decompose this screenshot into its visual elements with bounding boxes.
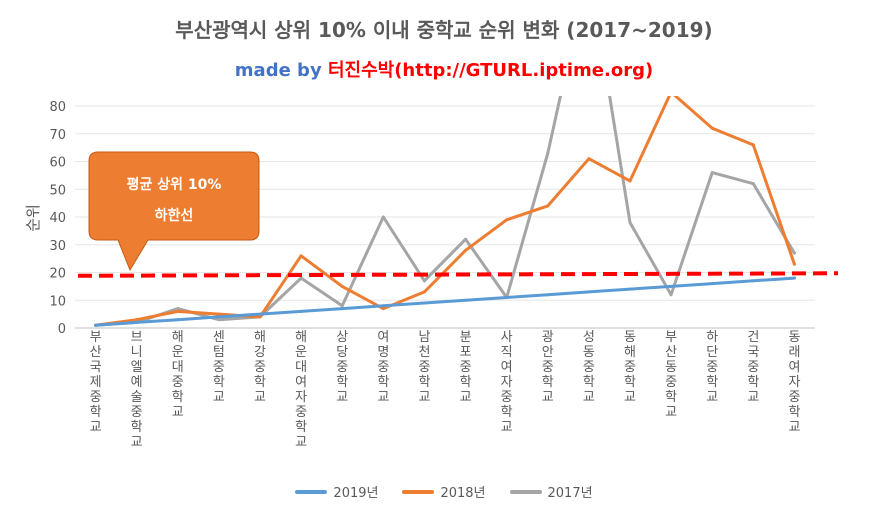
callout-line2: 하한선 xyxy=(155,207,194,224)
data-point xyxy=(587,290,591,294)
data-point xyxy=(299,309,303,313)
data-point xyxy=(505,295,509,299)
data-point xyxy=(217,315,221,319)
data-point xyxy=(587,157,591,161)
data-point xyxy=(422,301,426,305)
data-point xyxy=(710,171,714,175)
data-point xyxy=(628,287,632,291)
data-point xyxy=(299,254,303,258)
y-tick-label: 10 xyxy=(49,294,66,309)
data-point xyxy=(710,282,714,286)
chart-title: 부산광역시 상위 10% 이내 중학교 순위 변화 (2017~2019) xyxy=(175,18,713,42)
data-point xyxy=(505,218,509,222)
y-tick-label: 20 xyxy=(49,267,66,282)
data-point xyxy=(464,237,468,241)
data-point xyxy=(340,307,344,311)
data-point xyxy=(135,318,139,322)
data-point xyxy=(258,312,262,316)
data-point xyxy=(628,179,632,183)
legend-swatch xyxy=(295,489,328,494)
series-line-2019년 xyxy=(94,276,796,327)
y-axis-label: 순위 xyxy=(24,204,42,232)
data-point xyxy=(422,279,426,283)
data-point xyxy=(340,284,344,288)
data-point xyxy=(340,304,344,308)
data-point xyxy=(546,151,550,155)
threshold-line xyxy=(77,271,839,278)
legend-item: 2019년 xyxy=(295,482,378,501)
data-point xyxy=(464,248,468,252)
data-point xyxy=(217,318,221,322)
y-tick-label: 80 xyxy=(49,100,66,115)
y-tick-label: 60 xyxy=(49,156,66,171)
data-point xyxy=(669,284,673,288)
series-line-2018년 xyxy=(94,96,796,327)
legend-swatch xyxy=(509,489,542,494)
data-point xyxy=(176,309,180,313)
data-point xyxy=(381,304,385,308)
y-tick-label: 30 xyxy=(49,239,66,254)
data-point xyxy=(422,290,426,294)
data-point xyxy=(792,276,796,280)
legend-swatch xyxy=(402,489,435,494)
subtitle-brand: 터진수박 xyxy=(327,60,395,81)
callout-line1: 평균 상위 10% xyxy=(127,176,222,193)
legend-label: 2019년 xyxy=(333,486,379,501)
data-point xyxy=(710,126,714,130)
data-point xyxy=(670,91,673,94)
data-point xyxy=(381,215,385,219)
data-point xyxy=(94,323,98,327)
data-point xyxy=(546,204,550,208)
data-point xyxy=(135,320,139,324)
data-point xyxy=(669,293,673,297)
y-tick-label: 0 xyxy=(58,322,66,337)
subtitle-url: (http://GTURL.iptime.org) xyxy=(394,60,654,81)
data-point xyxy=(546,293,550,297)
legend: 2019년 2018년 2017년 xyxy=(0,482,888,501)
data-point xyxy=(751,143,755,147)
legend-item: 2017년 xyxy=(509,482,593,501)
data-point xyxy=(792,251,796,255)
y-tick-label: 50 xyxy=(49,183,66,198)
data-point xyxy=(628,221,632,225)
data-point xyxy=(792,262,796,266)
data-point xyxy=(751,182,755,186)
callout-box xyxy=(88,151,260,272)
data-point xyxy=(299,276,303,280)
data-point xyxy=(751,279,755,283)
data-point xyxy=(464,298,468,302)
legend-item: 2018년 xyxy=(402,482,486,501)
data-point xyxy=(381,307,385,311)
data-point xyxy=(176,318,180,322)
legend-label: 2018년 xyxy=(440,486,486,501)
y-tick-label: 40 xyxy=(49,211,66,226)
y-tick-label: 70 xyxy=(49,128,66,143)
data-point xyxy=(217,312,221,316)
chart-subtitle: made by 터진수박(http://GTURL.iptime.org) xyxy=(0,56,888,82)
data-point xyxy=(258,315,262,319)
subtitle-prefix: made by xyxy=(234,60,328,81)
legend-label: 2017년 xyxy=(547,486,593,501)
data-point xyxy=(176,307,180,311)
